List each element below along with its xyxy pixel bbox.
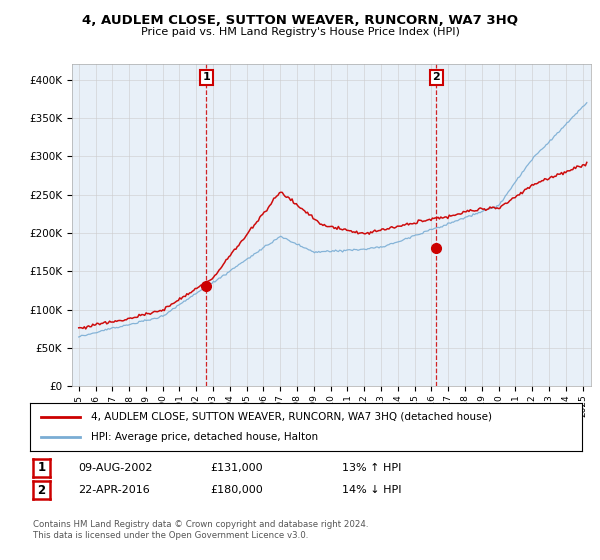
Text: 22-APR-2016: 22-APR-2016	[78, 485, 150, 495]
Text: £180,000: £180,000	[210, 485, 263, 495]
Text: 2: 2	[37, 483, 46, 497]
Text: This data is licensed under the Open Government Licence v3.0.: This data is licensed under the Open Gov…	[33, 531, 308, 540]
Text: 09-AUG-2002: 09-AUG-2002	[78, 463, 152, 473]
Text: 4, AUDLEM CLOSE, SUTTON WEAVER, RUNCORN, WA7 3HQ: 4, AUDLEM CLOSE, SUTTON WEAVER, RUNCORN,…	[82, 14, 518, 27]
Text: £131,000: £131,000	[210, 463, 263, 473]
Text: 1: 1	[202, 72, 210, 82]
Text: 13% ↑ HPI: 13% ↑ HPI	[342, 463, 401, 473]
Text: 2: 2	[433, 72, 440, 82]
Text: 4, AUDLEM CLOSE, SUTTON WEAVER, RUNCORN, WA7 3HQ (detached house): 4, AUDLEM CLOSE, SUTTON WEAVER, RUNCORN,…	[91, 412, 492, 422]
Text: Contains HM Land Registry data © Crown copyright and database right 2024.: Contains HM Land Registry data © Crown c…	[33, 520, 368, 529]
Text: 14% ↓ HPI: 14% ↓ HPI	[342, 485, 401, 495]
Text: 1: 1	[37, 461, 46, 474]
Text: Price paid vs. HM Land Registry's House Price Index (HPI): Price paid vs. HM Land Registry's House …	[140, 27, 460, 37]
Text: HPI: Average price, detached house, Halton: HPI: Average price, detached house, Halt…	[91, 432, 318, 442]
